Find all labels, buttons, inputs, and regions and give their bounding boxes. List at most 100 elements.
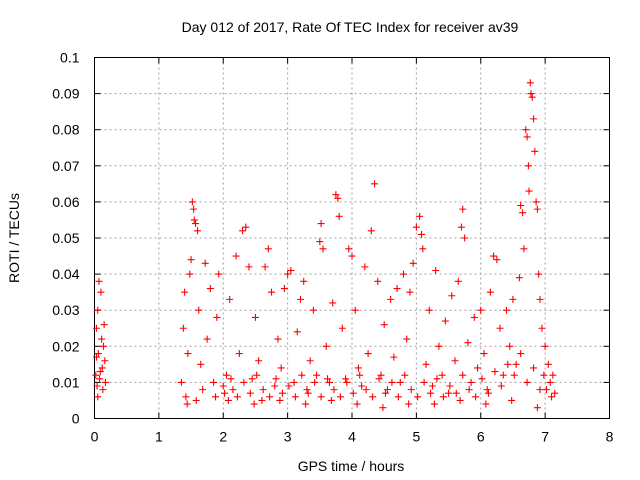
data-point [98, 364, 106, 372]
data-point [454, 277, 462, 285]
data-point [523, 378, 531, 386]
data-point [316, 238, 324, 246]
data-point [406, 288, 414, 296]
data-point [215, 270, 223, 278]
data-point [441, 317, 449, 325]
data-point [515, 274, 523, 282]
data-point [304, 389, 312, 397]
x-tick-label: 2 [219, 429, 227, 445]
data-point [246, 389, 254, 397]
data-point [95, 277, 103, 285]
data-point [343, 378, 351, 386]
data-point [548, 393, 556, 401]
x-tick-label: 6 [477, 429, 485, 445]
data-point [99, 386, 107, 394]
data-point [190, 216, 198, 224]
data-point [261, 263, 269, 271]
data-point [322, 342, 330, 350]
data-point [544, 360, 552, 368]
data-point [266, 393, 274, 401]
data-point [493, 256, 501, 264]
data-point [272, 375, 280, 383]
data-point [497, 382, 505, 390]
data-point [203, 335, 211, 343]
data-point [274, 335, 282, 343]
data-point [259, 386, 267, 394]
data-point [435, 342, 443, 350]
data-point [232, 252, 240, 260]
data-point [403, 335, 411, 343]
data-point [401, 371, 409, 379]
data-point [184, 350, 192, 358]
y-tick-label: 0.03 [52, 302, 79, 318]
data-point [503, 306, 510, 314]
data-point [470, 313, 478, 321]
data-point [250, 400, 258, 408]
data-point [335, 212, 343, 220]
data-point [528, 93, 536, 101]
data-point [227, 375, 235, 383]
data-point [367, 227, 375, 235]
data-point [311, 378, 319, 386]
data-point [394, 393, 402, 401]
data-point [342, 375, 350, 383]
x-axis-label: GPS time / hours [298, 458, 405, 474]
data-point [504, 360, 512, 368]
data-point [519, 209, 527, 217]
data-point [499, 371, 507, 379]
data-point [356, 371, 364, 379]
data-point [536, 386, 544, 394]
data-point [490, 252, 498, 260]
data-point [290, 378, 298, 386]
data-point [407, 386, 415, 394]
data-point [448, 292, 456, 300]
data-point [258, 396, 266, 404]
data-point [483, 386, 491, 394]
tick-labels: 0 1 2 3 4 5 6 7 8 0 0.01 0.02 0.03 0.04 0.05 0.06 0.07 0.… [52, 50, 613, 445]
data-point [278, 389, 286, 397]
data-point [92, 324, 100, 332]
data-point [371, 180, 379, 188]
data-point [409, 259, 417, 267]
y-tick-label: 0.09 [52, 86, 79, 102]
data-point [92, 353, 100, 361]
data-point [496, 324, 504, 332]
y-axis-label: ROTI / TECUs [6, 193, 22, 283]
data-point [349, 389, 357, 397]
data-point [375, 375, 383, 383]
data-point [276, 396, 284, 404]
data-point [302, 400, 310, 408]
data-point [224, 396, 232, 404]
data-point [520, 245, 528, 253]
data-point [251, 313, 259, 321]
data-point [297, 295, 304, 303]
data-point [94, 350, 102, 358]
data-point [526, 79, 534, 87]
data-point [419, 245, 427, 253]
data-point [387, 295, 395, 303]
data-point [101, 378, 109, 386]
data-point [484, 389, 492, 397]
data-point [100, 342, 108, 350]
data-point [285, 382, 293, 390]
data-point [336, 393, 344, 401]
data-point [199, 386, 207, 394]
data-point [361, 263, 369, 271]
data-point [183, 400, 191, 408]
data-point [362, 386, 370, 394]
data-point [438, 371, 446, 379]
data-point [542, 386, 550, 394]
data-points [92, 79, 559, 412]
data-point [212, 393, 220, 401]
data-point [221, 389, 229, 397]
data-point [540, 371, 548, 379]
data-point [334, 194, 342, 202]
data-point [459, 205, 467, 213]
data-point [531, 147, 539, 155]
data-point [219, 382, 227, 390]
y-tick-label: 0.02 [52, 338, 79, 354]
data-point [474, 364, 482, 372]
data-point [412, 223, 420, 231]
data-point [451, 357, 459, 365]
data-point [390, 353, 398, 361]
